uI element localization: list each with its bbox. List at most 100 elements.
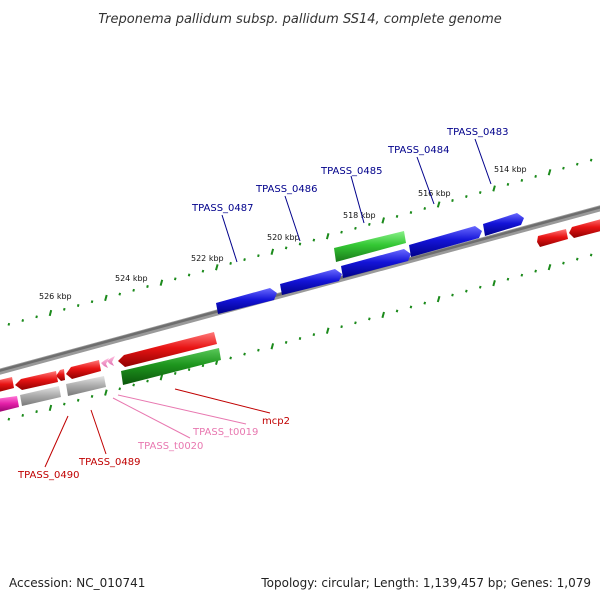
outer-scale-tick <box>465 195 468 198</box>
scale-label-522: 522 kbp <box>191 254 224 263</box>
genome-summary-text: Topology: circular; Length: 1,139,457 bp… <box>260 576 591 590</box>
cds-reverse-right-2[interactable] <box>569 218 600 238</box>
accession-text: Accession: NC_010741 <box>9 576 145 590</box>
inner-scale-tick <box>436 295 441 303</box>
cds-forward-0483[interactable] <box>483 213 524 236</box>
outer-scale-tick <box>562 166 565 170</box>
gene-label-tpass-0485[interactable]: TPASS_0485 <box>320 166 382 177</box>
outer-scale-tick <box>312 238 316 242</box>
outer-scale-tick <box>257 254 260 258</box>
inner-scale-tick <box>298 337 302 340</box>
inner-scale-tick <box>76 398 80 402</box>
callout-0485 <box>350 175 365 224</box>
callout-t0020 <box>112 397 191 439</box>
outer-scale-tick <box>325 233 330 240</box>
scale-label-526: 526 kbp <box>39 292 72 301</box>
cds-forward-0487[interactable] <box>216 288 277 314</box>
cds-reverse-small[interactable] <box>56 369 65 381</box>
outer-scale-tick <box>506 182 510 186</box>
inner-scale-tick <box>104 389 108 396</box>
gene-label-mcp2[interactable]: mcp2 <box>262 416 290 427</box>
outer-scale-tick <box>187 273 191 277</box>
inner-scale-tick <box>451 293 454 297</box>
misc-feature-left[interactable] <box>0 396 19 413</box>
scale-label-514: 514 kbp <box>494 165 527 174</box>
inner-scale-tick <box>325 327 330 334</box>
cds-reverse-0489[interactable] <box>66 360 101 379</box>
callout-0484 <box>416 156 435 205</box>
rrna-forward-0485[interactable] <box>334 231 406 262</box>
outer-scale-tick <box>63 307 66 311</box>
inner-scale-tick <box>118 387 122 391</box>
inner-scale-tick <box>229 356 232 360</box>
outer-scale-tick <box>478 191 482 194</box>
inner-scale-tick <box>270 343 275 350</box>
gene-label-tpass-0486[interactable]: TPASS_0486 <box>255 184 317 195</box>
inner-scale-tick <box>173 371 177 375</box>
forward-features <box>216 213 524 314</box>
gene-label-tpass-0489[interactable]: TPASS_0489 <box>78 457 140 468</box>
gene-label-tpass-t0020[interactable]: TPASS_t0020 <box>137 441 203 452</box>
gene-label-tpass-0483[interactable]: TPASS_0483 <box>446 127 508 138</box>
pseudogene-2[interactable] <box>20 386 61 406</box>
scale-label-518: 518 kbp <box>343 211 376 220</box>
outer-scale-tick <box>368 222 371 226</box>
rrna-reverse[interactable] <box>121 348 221 385</box>
outer-scale-ticks <box>7 158 593 326</box>
cds-reverse-mcp2[interactable] <box>118 332 217 367</box>
outer-scale-tick <box>104 294 108 302</box>
cds-reverse-0490[interactable] <box>15 371 58 390</box>
gene-label-tpass-0484[interactable]: TPASS_0484 <box>387 145 449 156</box>
callout-t0019 <box>117 394 247 425</box>
inner-scale-tick <box>575 257 579 261</box>
inner-scale-tick <box>465 289 468 293</box>
callout-0483 <box>474 138 492 185</box>
outer-scale-tick <box>76 304 80 307</box>
inner-scale-tick <box>63 402 66 406</box>
gene-label-tpass-0490[interactable]: TPASS_0490 <box>17 470 79 481</box>
inner-scale-tick <box>7 417 11 421</box>
inner-scale-tick <box>423 301 427 305</box>
outer-scale-tick <box>298 242 302 246</box>
cds-forward-0486[interactable] <box>280 269 342 295</box>
outer-scale-tick <box>409 211 413 214</box>
outer-scale-tick <box>520 178 524 182</box>
inner-scale-tick <box>21 413 25 417</box>
inner-scale-tick <box>354 321 357 325</box>
inner-scale-tick <box>201 364 205 368</box>
cds-forward-0484[interactable] <box>409 226 482 257</box>
callout-0486 <box>284 195 301 242</box>
inner-scale-tick <box>48 404 53 412</box>
trna-t0020[interactable] <box>101 358 109 368</box>
inner-scale-tick <box>381 311 385 319</box>
outer-scale-tick <box>201 269 205 273</box>
inner-scale-tick <box>257 348 260 352</box>
cds-reverse-left[interactable] <box>0 377 14 393</box>
gene-labels: TPASS_0487 TPASS_0486 TPASS_0485 TPASS_0… <box>17 127 508 481</box>
inner-scale-tick <box>478 285 482 289</box>
inner-scale-tick <box>520 273 524 277</box>
gene-label-tpass-0487[interactable]: TPASS_0487 <box>191 203 253 214</box>
pseudogene-1[interactable] <box>66 376 106 396</box>
outer-scale-tick <box>146 285 149 288</box>
inner-scale-tick <box>35 410 38 414</box>
scale-label-524: 524 kbp <box>115 274 148 283</box>
outer-scale-tick <box>436 201 441 208</box>
inner-scale-tick <box>368 317 371 321</box>
inner-scale-tick <box>132 383 135 387</box>
cds-reverse-right-1[interactable] <box>537 229 568 247</box>
outer-scale-tick <box>159 279 164 286</box>
gene-label-tpass-t0019[interactable]: TPASS_t0019 <box>192 427 258 438</box>
cds-forward-0485[interactable] <box>341 249 411 278</box>
inner-scale-tick <box>562 261 565 265</box>
callout-0489 <box>90 409 107 455</box>
inner-scale-ticks <box>7 253 593 421</box>
callout-0487 <box>221 214 238 263</box>
inner-scale-tick <box>187 368 191 372</box>
trna-t0019[interactable] <box>107 356 115 366</box>
outer-scale-tick <box>492 185 496 192</box>
inner-scale-tick <box>243 352 246 356</box>
outer-scale-tick <box>243 258 246 262</box>
inner-scale-tick <box>340 325 343 329</box>
